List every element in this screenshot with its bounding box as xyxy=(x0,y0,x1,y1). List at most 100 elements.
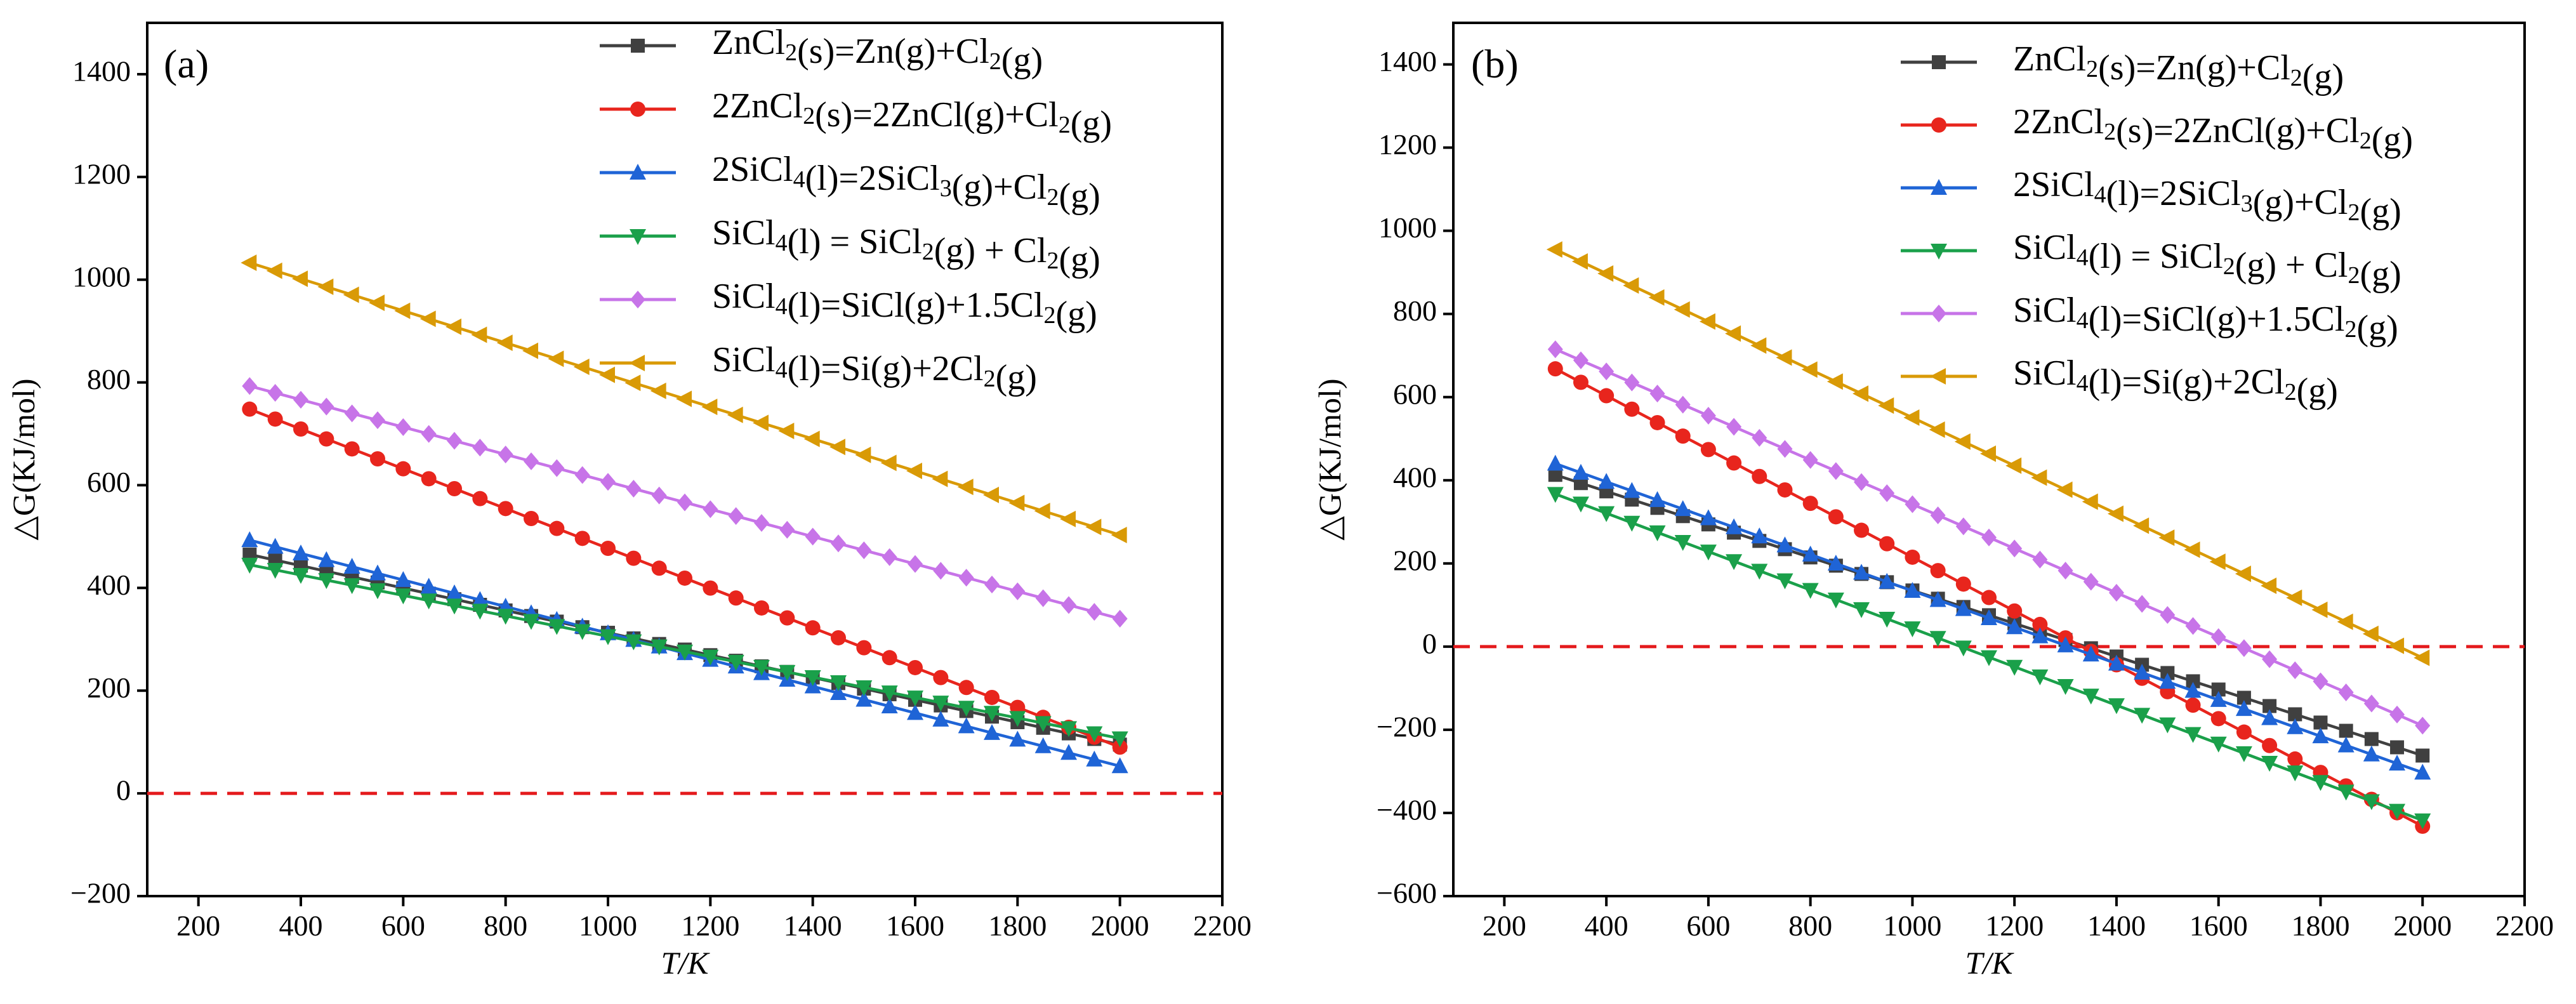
data-point xyxy=(626,480,642,498)
data-point xyxy=(881,685,898,702)
data-point xyxy=(1802,545,1819,562)
data-point xyxy=(2186,674,2200,689)
data-point xyxy=(2082,645,2099,662)
data-point xyxy=(2337,784,2355,801)
data-point xyxy=(1649,414,1665,430)
data-point xyxy=(395,461,411,477)
data-point xyxy=(293,421,308,437)
data-point xyxy=(1854,522,1870,538)
data-point xyxy=(1598,473,1615,489)
data-point xyxy=(1035,589,1051,607)
data-point xyxy=(2133,517,2150,534)
data-point xyxy=(2031,469,2047,486)
y-tick-label: 0 xyxy=(1422,627,1437,659)
data-point xyxy=(1930,563,1946,579)
data-point xyxy=(446,584,463,600)
data-point xyxy=(420,593,437,610)
data-point xyxy=(266,262,282,279)
data-point xyxy=(2083,572,2099,591)
data-point xyxy=(1547,361,1563,377)
data-point xyxy=(573,359,590,376)
data-point xyxy=(2210,711,2226,727)
x-tick-label: 200 xyxy=(176,909,220,942)
data-point xyxy=(2261,577,2277,594)
data-point xyxy=(2287,765,2304,782)
legend-entry: SiCl4(l)=Si(g)+2Cl2(g) xyxy=(1901,353,2338,411)
data-point xyxy=(1776,349,1792,366)
data-point xyxy=(2414,763,2431,780)
legend-label: SiCl4(l) = SiCl2(g) + Cl2(g) xyxy=(712,213,1100,279)
data-point xyxy=(754,513,769,532)
data-point xyxy=(472,439,488,457)
data-point xyxy=(1112,609,1128,628)
data-point xyxy=(2339,723,2353,738)
data-point xyxy=(2210,736,2227,753)
data-point xyxy=(830,684,847,700)
data-point xyxy=(1853,564,1870,580)
data-point xyxy=(1828,509,1844,525)
data-point xyxy=(1624,401,1640,417)
data-point xyxy=(472,591,489,607)
series-4 xyxy=(241,557,1128,748)
data-point xyxy=(958,701,975,717)
data-point xyxy=(370,451,385,467)
data-point xyxy=(1954,433,1971,450)
legend-entry: 2ZnCl2(s)=2ZnCl(g)+Cl2(g) xyxy=(1901,102,2413,159)
legend-label: SiCl4(l)=Si(g)+2Cl2(g) xyxy=(712,340,1037,397)
data-point xyxy=(2363,794,2380,810)
x-tick-label: 1800 xyxy=(2291,909,2349,942)
data-point xyxy=(1572,463,1589,480)
data-point xyxy=(933,670,949,685)
data-point xyxy=(2414,649,2430,666)
data-point xyxy=(2235,746,2252,762)
data-point xyxy=(1777,440,1793,458)
data-point xyxy=(2210,628,2226,646)
plot-frame xyxy=(146,22,1224,897)
data-point xyxy=(2286,589,2302,606)
data-point xyxy=(369,564,386,581)
legend-label: 2ZnCl2(s)=2ZnCl(g)+Cl2(g) xyxy=(712,86,1112,143)
data-point xyxy=(2236,690,2251,705)
data-point xyxy=(2287,751,2303,767)
data-point xyxy=(1879,612,1896,628)
data-point xyxy=(394,302,411,319)
data-point xyxy=(343,557,360,574)
data-point xyxy=(984,706,1000,722)
data-point xyxy=(319,397,334,416)
legend-label: ZnCl2(s)=Zn(g)+Cl2(g) xyxy=(712,23,1043,80)
data-point xyxy=(574,466,590,484)
data-point xyxy=(471,326,487,343)
data-point xyxy=(2338,684,2354,702)
data-point xyxy=(549,520,565,536)
data-point xyxy=(624,374,641,392)
y-tick-label: 1200 xyxy=(72,157,131,190)
data-point xyxy=(498,501,513,517)
data-point xyxy=(2262,699,2277,713)
legend-entry: ZnCl2(s)=Zn(g)+Cl2(g) xyxy=(1901,39,2344,96)
data-point xyxy=(1573,351,1589,369)
data-point xyxy=(805,620,821,636)
x-tick-label: 1600 xyxy=(2190,909,2248,942)
data-point xyxy=(932,470,948,487)
x-tick-label: 1400 xyxy=(2087,909,2146,942)
panel-label: (a) xyxy=(164,41,209,86)
data-point xyxy=(267,384,283,402)
data-point xyxy=(2057,678,2074,695)
legend-entry: SiCl4(l)=SiCl(g)+1.5Cl2(g) xyxy=(1901,291,2398,348)
data-point xyxy=(241,531,258,548)
data-point xyxy=(1751,527,1768,544)
x-tick-label: 1000 xyxy=(579,909,637,942)
data-point xyxy=(472,604,489,620)
data-point xyxy=(1827,592,1844,609)
y-axis-title: △G(KJ/mol) xyxy=(6,378,41,540)
y-tick-label: 0 xyxy=(116,774,131,807)
legend-marker xyxy=(1932,55,1946,69)
data-point xyxy=(803,430,820,447)
data-point xyxy=(2184,727,2202,743)
data-point xyxy=(1905,495,1920,513)
data-point xyxy=(957,479,974,496)
data-point xyxy=(1597,265,1614,282)
x-tick-label: 200 xyxy=(1483,909,1526,942)
data-point xyxy=(1111,757,1128,774)
